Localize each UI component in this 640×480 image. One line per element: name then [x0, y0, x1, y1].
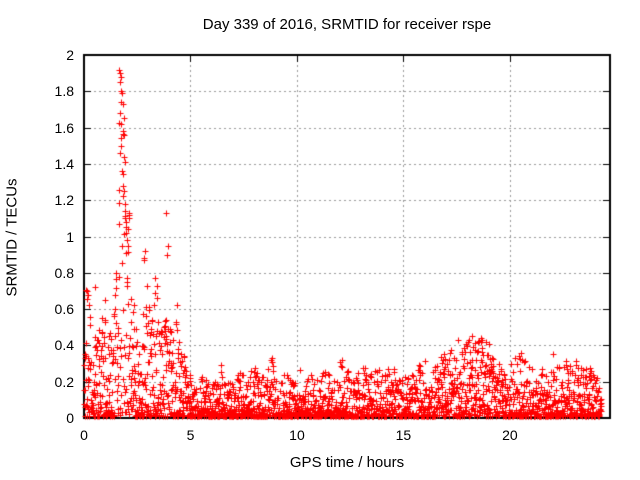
x-tick-label: 15: [395, 427, 412, 443]
y-tick-label: 2: [66, 47, 74, 63]
x-tick-label: 20: [502, 427, 518, 443]
y-tick-label: 0: [66, 410, 74, 426]
y-tick-label: 0.6: [54, 301, 74, 318]
y-tick-label: 1.4: [54, 155, 74, 172]
chart-title: Day 339 of 2016, SRMTID for receiver rsp…: [202, 16, 492, 33]
y-tick-label: 1.8: [54, 83, 74, 100]
y-tick-label: 1.6: [54, 119, 74, 136]
y-tick-label: 0.2: [54, 373, 74, 390]
y-tick-label: 1.2: [54, 192, 74, 209]
x-tick-label: 5: [186, 427, 195, 443]
y-tick-label: 0.4: [54, 337, 74, 354]
x-tick-label: 0: [80, 427, 88, 443]
y-tick-label: 1: [66, 228, 74, 245]
x-axis-title: GPS time / hours: [289, 454, 405, 471]
y-tick-label: 0.8: [54, 264, 74, 281]
x-tick-label: 10: [289, 427, 305, 443]
